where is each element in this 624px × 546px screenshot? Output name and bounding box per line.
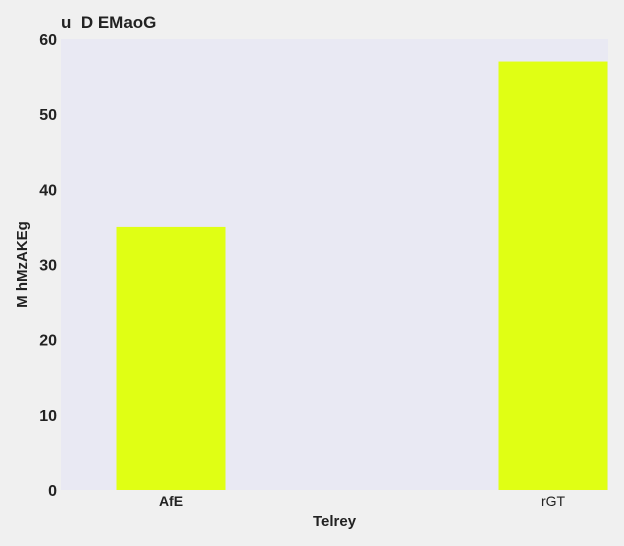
- y-axis-label: M hMzAKEg: [14, 221, 31, 308]
- x-axis-label: Telrey: [313, 513, 357, 530]
- x-tick-label: AfE: [159, 493, 183, 509]
- y-tick-label: 20: [39, 333, 57, 350]
- y-tick-label: 40: [39, 182, 57, 199]
- chart-title: u D EMaoG: [61, 13, 157, 32]
- y-tick-label: 60: [39, 32, 57, 49]
- bar-rGT: [498, 61, 608, 491]
- y-tick-label: 50: [39, 107, 57, 124]
- bar-AfE: [116, 226, 226, 490]
- x-tick-label: rGT: [541, 493, 566, 509]
- y-tick-label: 30: [39, 258, 57, 275]
- y-tick-label: 10: [39, 408, 57, 425]
- y-tick-label: 0: [48, 483, 57, 500]
